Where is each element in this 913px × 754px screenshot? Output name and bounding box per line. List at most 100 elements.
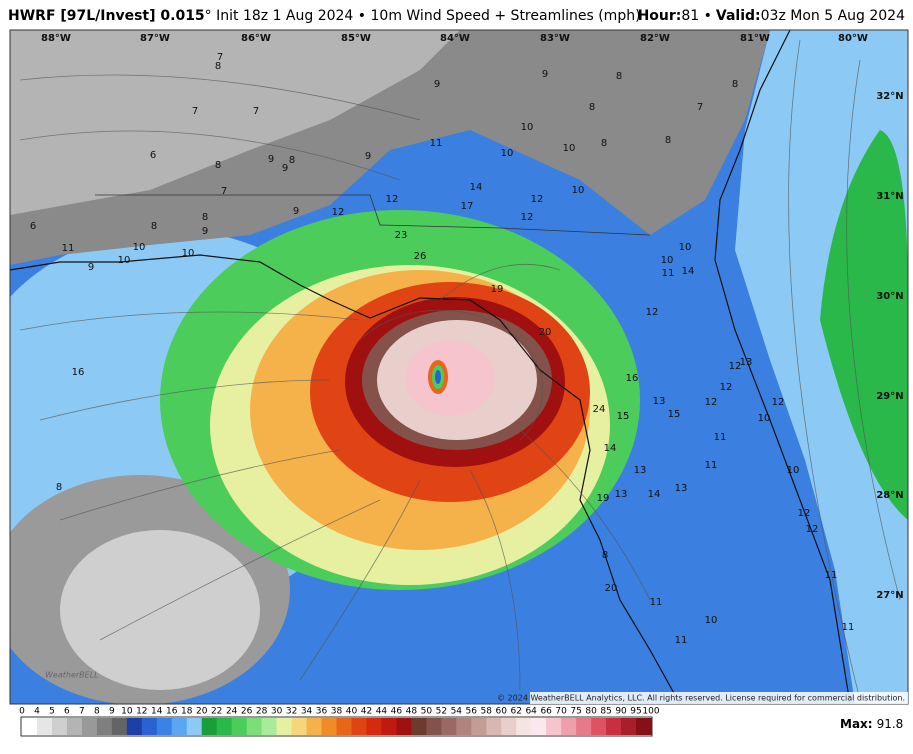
wind-label: 9 <box>268 154 274 165</box>
colorbar-label: 36 <box>316 707 328 717</box>
wind-label: 7 <box>217 52 223 63</box>
colorbar-label: 80 <box>585 707 597 717</box>
colorbar-segment <box>396 718 412 735</box>
wind-label: 8 <box>215 61 221 72</box>
longitude-label: 85°W <box>341 33 371 44</box>
colorbar-segment <box>486 718 502 735</box>
colorbar-segment <box>96 718 113 735</box>
colorbar-segment <box>306 718 323 735</box>
colorbar-segment <box>231 718 248 735</box>
colorbar-label: 9 <box>109 707 115 717</box>
wind-label: 15 <box>668 409 681 420</box>
longitude-label: 88°W <box>41 33 71 44</box>
wind-label: 17 <box>461 201 474 212</box>
wind-label: 8 <box>215 160 221 171</box>
light-area <box>60 530 260 690</box>
map: 88°W 87°W 86°W 85°W 84°W 83°W 82°W 81°W 80°W 32°… <box>9 29 909 705</box>
colorbar-label: 100 <box>642 707 659 717</box>
colorbar-label: 16 <box>166 707 178 717</box>
wind-band <box>405 340 495 416</box>
colorbar-segment <box>561 718 577 735</box>
colorbar-segment <box>336 718 352 735</box>
wind-label: 14 <box>648 489 661 500</box>
wind-label: 12 <box>332 207 345 218</box>
colorbar-segment <box>606 718 622 735</box>
eye-center <box>435 370 441 384</box>
wind-label: 13 <box>675 483 688 494</box>
wind-label: 7 <box>192 106 198 117</box>
longitude-label: 82°W <box>640 33 670 44</box>
latitude-label: 32°N <box>876 91 903 102</box>
wind-label: 8 <box>601 138 607 149</box>
wind-label: 9 <box>202 226 208 237</box>
wind-label: 10 <box>521 122 534 133</box>
wind-label: 12 <box>729 361 742 372</box>
wind-label: 13 <box>740 357 753 368</box>
colorbar-segment <box>126 718 143 735</box>
colorbar-segment <box>546 718 562 735</box>
wind-label: 12 <box>806 524 819 535</box>
colorbar-label: 85 <box>600 707 611 717</box>
wind-label: 11 <box>662 268 675 279</box>
colorbar-frame <box>20 716 653 737</box>
colorbar-segment <box>456 718 472 735</box>
wind-label: 10 <box>182 248 195 259</box>
wind-label: 6 <box>30 221 36 232</box>
colorbar-label: 52 <box>436 707 447 717</box>
wind-label: 20 <box>605 583 618 594</box>
wind-label: 26 <box>414 251 427 262</box>
wind-label: 12 <box>646 307 659 318</box>
latitude-label: 31°N <box>876 191 903 202</box>
colorbar-segment <box>36 718 53 735</box>
wind-label: 13 <box>634 465 647 476</box>
wind-label: 7 <box>253 106 259 117</box>
colorbar-segment <box>171 718 188 735</box>
wind-label: 10 <box>501 148 514 159</box>
wind-label: 23 <box>395 230 408 241</box>
atlantic-green <box>820 130 908 520</box>
colorbar-label: 18 <box>181 707 193 717</box>
colorbar-label: 58 <box>481 707 493 717</box>
wind-label: 24 <box>593 404 606 415</box>
colorbar-segment <box>216 718 233 735</box>
wind-label: 6 <box>150 150 156 161</box>
colorbar-segment <box>51 718 68 735</box>
colorbar-label: 38 <box>331 707 343 717</box>
wind-label: 16 <box>72 367 85 378</box>
logo: WeatherBELL <box>45 671 99 680</box>
colorbar-label: 5 <box>49 707 55 717</box>
hour-value: 81 • <box>681 8 712 24</box>
wind-label: 11 <box>430 138 443 149</box>
colorbar-segment <box>636 718 652 735</box>
valid-info: Hour:81 • Valid:03z Mon 5 Aug 2024 <box>638 8 906 24</box>
wind-label: 11 <box>705 460 718 471</box>
wind-label: 11 <box>62 243 75 254</box>
wind-label: 7 <box>221 186 227 197</box>
map-frame <box>9 29 909 705</box>
coastline <box>10 254 681 704</box>
wind-label: 9 <box>293 206 299 217</box>
copyright: © 2024 WeatherBELL Analytics, LLC. All r… <box>497 694 905 703</box>
wind-label: 14 <box>604 443 617 454</box>
wind-label: 8 <box>589 102 595 113</box>
colorbar-segment <box>111 718 128 735</box>
longitude-label: 81°W <box>740 33 770 44</box>
colorbar-label: 95 <box>630 707 641 717</box>
latitude-label: 28°N <box>876 490 903 501</box>
wind-label: 10 <box>661 255 674 266</box>
wind-label: 8 <box>665 135 671 146</box>
colorbar-label: 75 <box>570 707 581 717</box>
longitude-labels: 88°W 87°W 86°W 85°W 84°W 83°W 82°W 81°W 80°W <box>41 33 868 44</box>
colorbar-segment <box>531 718 547 735</box>
colorbar-segment <box>246 718 263 735</box>
state-border <box>95 194 651 236</box>
wind-label: 11 <box>825 570 838 581</box>
colorbar-label: 48 <box>406 707 418 717</box>
colorbar-segment <box>186 718 203 735</box>
wind-label: 10 <box>133 242 146 253</box>
colorbar-segment <box>201 718 218 735</box>
colorbar-label: 62 <box>510 707 521 717</box>
colorbar-label: 26 <box>241 707 253 717</box>
max-label: Max: <box>840 717 873 731</box>
